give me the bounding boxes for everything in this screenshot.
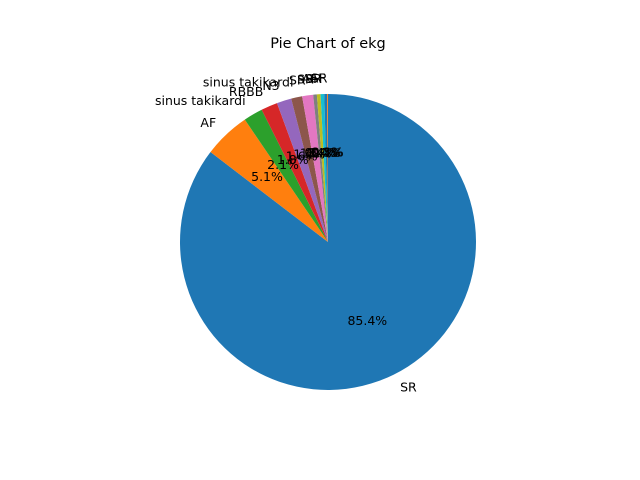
slice-percent-9: 0.4% [309,145,341,160]
slice-label-8: AF [302,71,318,86]
slice-percent-10: 0.3% [311,145,343,160]
slice-label-7: SR [297,71,314,86]
pie-slices [179,94,476,391]
slice-percent-11: 0.1% [312,145,344,160]
slice-label-9: SR [305,71,322,86]
pie-slice-8 [316,94,328,243]
slice-label-11: SR [311,71,328,86]
slice-percent-5: 1.2% [293,147,325,162]
pie-slice-11 [327,94,328,242]
slice-label-4: N3 [262,78,279,93]
pie-slice-3 [261,103,328,243]
slice-percent-1: 5.1% [251,169,283,184]
slice-label-10: AF [310,71,326,86]
pie-slice-1 [210,119,328,242]
slice-percent-2: 2.1% [267,157,299,172]
slice-label-2: sinus takikardi [155,93,246,108]
pie-slice-5 [291,96,328,242]
pie-slice-4 [276,98,328,242]
slice-percent-4: 1.6% [286,149,318,164]
pie-percent-labels: 85.4%5.1%2.1%1.8%1.6%1.2%1.2%0.4%0.4%0.4… [251,145,387,328]
slice-label-3: RBBB [229,84,263,99]
slice-percent-8: 0.4% [307,145,339,160]
slice-percent-0: 85.4% [347,313,387,328]
pie-slice-7 [313,94,328,242]
pie-slice-0 [179,94,476,391]
pie-slice-6 [302,94,328,242]
slice-percent-7: 0.4% [304,145,336,160]
pie-slice-10 [324,94,328,242]
slice-percent-6: 1.2% [300,146,332,161]
chart-title: Pie Chart of ekg [270,36,386,52]
pie-slice-2 [244,109,328,242]
slice-label-6: SR [289,72,306,87]
slice-label-5: sinus takikardi [203,74,294,89]
slice-label-0: SR [400,379,417,394]
pie-slice-9 [320,94,328,242]
slice-label-1: AF [200,115,216,130]
slice-percent-3: 1.8% [277,152,309,167]
